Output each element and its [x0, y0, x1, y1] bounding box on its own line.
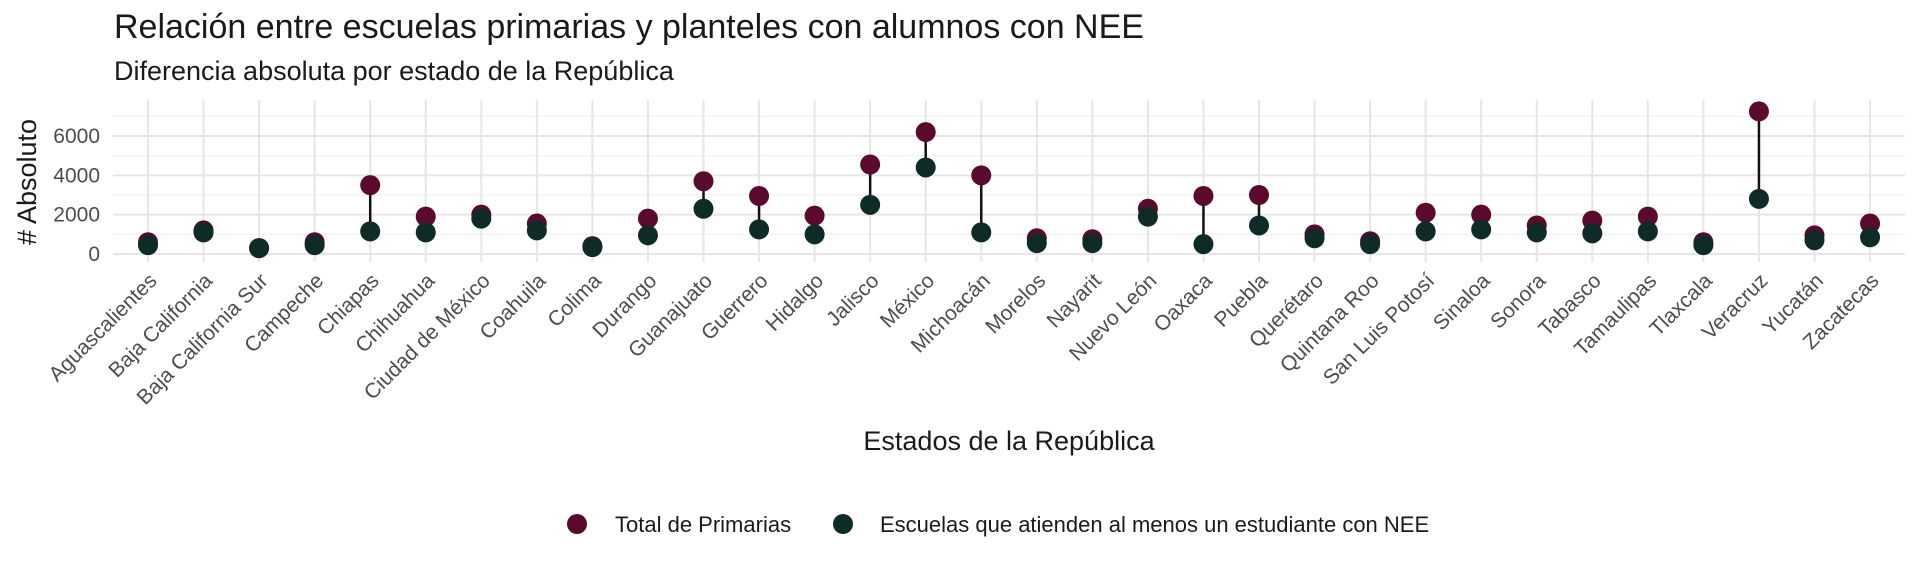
- point-escuelas-nee: [1249, 215, 1269, 236]
- point-escuelas-nee: [971, 222, 992, 243]
- grid-lines: [113, 100, 1905, 262]
- point-escuelas-nee: [749, 219, 770, 240]
- point-escuelas-nee: [1804, 230, 1825, 251]
- legend-key-escuelas-nee: [833, 514, 853, 534]
- point-total-primarias: [804, 205, 825, 226]
- legend: Total de Primarias Escuelas que atienden …: [567, 512, 1429, 537]
- chart-title: Relación entre escuelas primarias y plan…: [114, 8, 1144, 46]
- point-escuelas-nee: [1082, 233, 1103, 254]
- x-tick-label: Morelos: [981, 269, 1050, 338]
- point-escuelas-nee: [526, 220, 547, 241]
- x-tick-label: Oaxaca: [1150, 269, 1218, 337]
- point-total-primarias: [637, 208, 658, 229]
- point-total-primarias: [1249, 185, 1269, 205]
- point-total-primarias: [860, 154, 881, 175]
- point-total-primarias: [1415, 202, 1436, 223]
- point-total-primarias: [1860, 213, 1881, 234]
- point-total-primarias: [1748, 101, 1769, 122]
- legend-label-total-primarias: Total de Primarias: [615, 512, 791, 537]
- point-escuelas-nee: [1748, 188, 1769, 209]
- data-points: [138, 101, 1881, 259]
- x-axis-title: Estados de la República: [863, 426, 1155, 456]
- chart-subtitle: Diferencia absoluta por estado de la Rep…: [114, 56, 674, 86]
- y-axis-ticks: 0 2000 4000 6000: [53, 125, 100, 266]
- point-escuelas-nee: [693, 198, 714, 219]
- point-escuelas-nee: [360, 221, 381, 242]
- point-escuelas-nee: [1693, 235, 1714, 256]
- point-escuelas-nee: [415, 222, 436, 243]
- point-escuelas-nee: [860, 194, 881, 215]
- point-escuelas-nee: [804, 224, 825, 245]
- point-total-primarias: [360, 175, 381, 196]
- point-escuelas-nee: [1471, 219, 1492, 240]
- point-escuelas-nee: [471, 208, 492, 229]
- point-escuelas-nee: [1637, 221, 1658, 242]
- point-escuelas-nee: [1415, 221, 1436, 242]
- point-escuelas-nee: [1137, 206, 1158, 227]
- point-total-primarias: [1637, 206, 1658, 227]
- point-total-primarias: [1471, 204, 1492, 225]
- y-tick-label: 2000: [53, 204, 100, 227]
- x-tick-label: Hidalgo: [762, 269, 829, 336]
- point-escuelas-nee: [1304, 228, 1325, 249]
- point-escuelas-nee: [249, 238, 270, 259]
- x-tick-label: Quintana Roo: [1276, 269, 1384, 377]
- point-total-primarias: [1193, 185, 1214, 206]
- point-escuelas-nee: [1526, 222, 1547, 243]
- y-tick-label: 0: [88, 243, 100, 266]
- point-escuelas-nee: [138, 235, 158, 256]
- point-escuelas-nee: [582, 237, 603, 258]
- legend-label-escuelas-nee: Escuelas que atienden al menos un estudi…: [880, 512, 1429, 537]
- point-escuelas-nee: [637, 225, 658, 246]
- y-tick-label: 4000: [53, 164, 100, 187]
- point-escuelas-nee: [1193, 234, 1214, 255]
- legend-key-total-primarias: [567, 514, 587, 534]
- x-tick-label: Jalisco: [822, 269, 884, 331]
- point-total-primarias: [971, 165, 992, 186]
- y-axis-title: # Absoluto: [12, 119, 42, 245]
- point-escuelas-nee: [1026, 233, 1047, 254]
- point-total-primarias: [749, 185, 770, 206]
- point-total-primarias: [693, 171, 714, 192]
- lollipop-stems: [146, 111, 1872, 248]
- x-tick-label: Sinaloa: [1429, 269, 1495, 335]
- point-escuelas-nee: [1360, 234, 1381, 255]
- point-total-primarias: [415, 206, 436, 227]
- point-escuelas-nee: [1860, 227, 1881, 248]
- y-tick-label: 6000: [53, 125, 100, 148]
- point-escuelas-nee: [1582, 223, 1603, 244]
- point-escuelas-nee: [304, 235, 325, 256]
- point-escuelas-nee: [193, 222, 214, 243]
- point-escuelas-nee: [915, 157, 936, 178]
- point-total-primarias: [915, 122, 936, 143]
